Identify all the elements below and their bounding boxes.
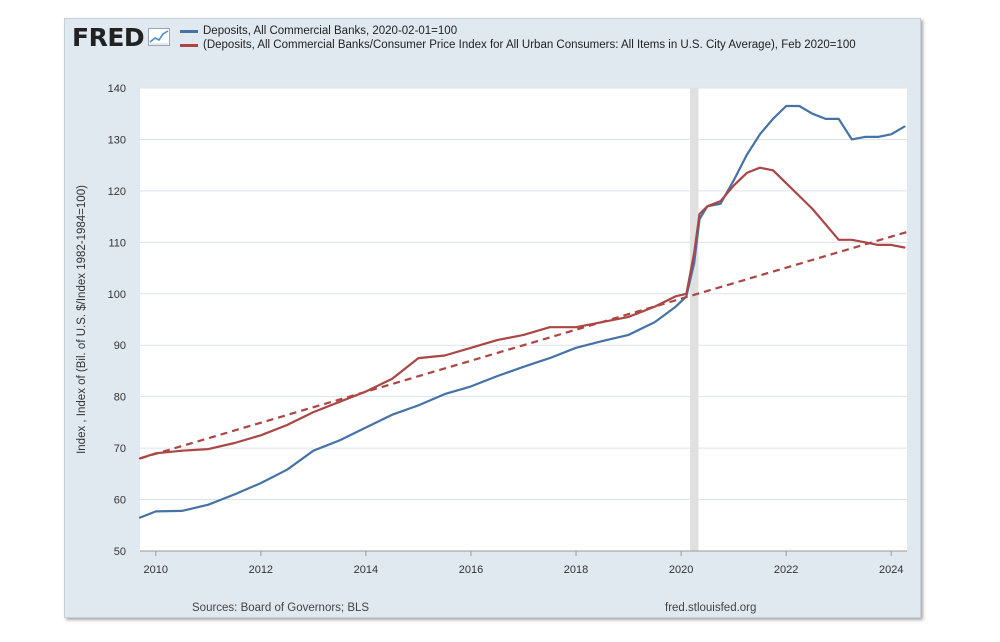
y-tick-label: 140 [108, 83, 126, 95]
legend-swatch-real-deposits [180, 44, 198, 47]
x-tick-label: 2018 [564, 564, 588, 576]
y-tick-label: 130 [108, 134, 126, 146]
legend-label-deposits: Deposits, All Commercial Banks, 2020-02-… [203, 25, 458, 37]
site-credit[interactable]: fred.stlouisfed.org [665, 602, 757, 614]
y-tick-label: 70 [114, 443, 126, 455]
y-axis-label: Index , Index of (Bil. of U.S. $/Index 1… [76, 185, 88, 454]
legend-item-real-deposits: (Deposits, All Commercial Banks/Consumer… [180, 38, 880, 52]
plot-area [140, 88, 907, 551]
y-tick-label: 60 [114, 495, 126, 507]
y-tick-label: 110 [108, 237, 126, 249]
y-tick-label: 50 [114, 546, 126, 558]
series-line-trend [139, 230, 908, 460]
series-line-deposits [138, 104, 906, 519]
source-note: Sources: Board of Governors; BLS [192, 602, 370, 614]
x-tick-label: 2022 [774, 564, 798, 576]
legend-label-real-deposits: (Deposits, All Commercial Banks/Consumer… [203, 39, 856, 51]
fred-logo[interactable]: FRED [72, 23, 145, 52]
legend-item-deposits: Deposits, All Commercial Banks, 2020-02-… [180, 24, 880, 38]
y-tick-label: 120 [108, 186, 126, 198]
legend: Deposits, All Commercial Banks, 2020-02-… [180, 24, 880, 52]
x-tick-label: 2014 [354, 564, 378, 576]
x-tick-label: 2020 [669, 564, 693, 576]
x-tick-label: 2010 [144, 564, 168, 576]
series-line-real-deposits [138, 166, 906, 460]
x-tick-label: 2016 [459, 564, 483, 576]
recession-band [690, 88, 699, 551]
x-tick-label: 2012 [249, 564, 273, 576]
y-tick-label: 100 [108, 289, 126, 301]
x-tick-label: 2024 [879, 564, 903, 576]
fred-logo-graph-icon [148, 28, 170, 46]
legend-swatch-deposits [180, 30, 198, 33]
y-tick-label: 80 [114, 392, 126, 404]
y-tick-label: 90 [114, 340, 126, 352]
